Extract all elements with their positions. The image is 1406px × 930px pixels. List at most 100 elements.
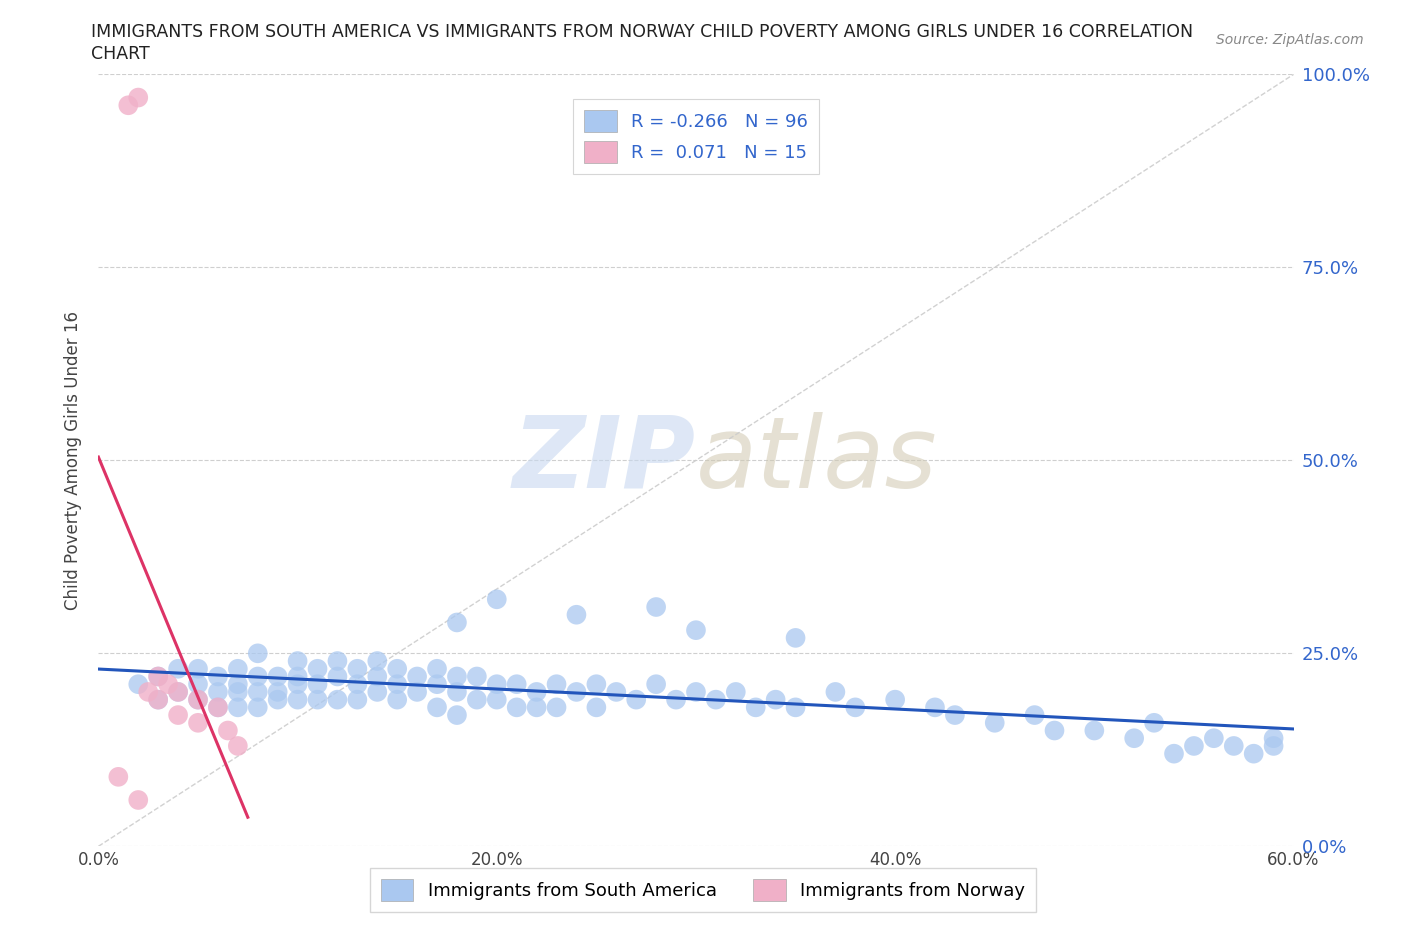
Point bbox=[844, 700, 866, 715]
Point bbox=[127, 677, 149, 692]
Point bbox=[127, 90, 149, 105]
Point bbox=[287, 669, 309, 684]
Point bbox=[1024, 708, 1046, 723]
Point bbox=[148, 692, 170, 707]
Point bbox=[446, 669, 468, 684]
Point bbox=[326, 669, 349, 684]
Point bbox=[943, 708, 966, 723]
Point bbox=[346, 677, 368, 692]
Point bbox=[565, 607, 588, 622]
Text: ZIP: ZIP bbox=[513, 412, 696, 509]
Point bbox=[366, 654, 388, 669]
Point bbox=[246, 700, 269, 715]
Point bbox=[157, 677, 180, 692]
Point bbox=[187, 692, 209, 707]
Point bbox=[1263, 738, 1285, 753]
Point bbox=[526, 684, 548, 699]
Point bbox=[406, 684, 429, 699]
Point bbox=[127, 792, 149, 807]
Y-axis label: Child Poverty Among Girls Under 16: Child Poverty Among Girls Under 16 bbox=[65, 311, 83, 610]
Point bbox=[884, 692, 907, 707]
Point bbox=[267, 692, 290, 707]
Point bbox=[117, 98, 139, 113]
Point bbox=[1143, 715, 1166, 730]
Point bbox=[605, 684, 627, 699]
Point bbox=[724, 684, 747, 699]
Point bbox=[485, 692, 508, 707]
Legend: Immigrants from South America, Immigrants from Norway: Immigrants from South America, Immigrant… bbox=[370, 868, 1036, 911]
Point bbox=[226, 677, 249, 692]
Point bbox=[167, 661, 190, 676]
Text: atlas: atlas bbox=[696, 412, 938, 509]
Point bbox=[346, 661, 368, 676]
Point bbox=[267, 684, 290, 699]
Point bbox=[526, 700, 548, 715]
Point bbox=[207, 700, 229, 715]
Point bbox=[148, 692, 170, 707]
Point bbox=[1123, 731, 1146, 746]
Point bbox=[267, 669, 290, 684]
Point bbox=[307, 677, 329, 692]
Point bbox=[287, 654, 309, 669]
Point bbox=[626, 692, 648, 707]
Point bbox=[246, 646, 269, 661]
Text: CHART: CHART bbox=[91, 45, 150, 62]
Point bbox=[385, 661, 409, 676]
Point bbox=[426, 661, 449, 676]
Point bbox=[226, 661, 249, 676]
Point bbox=[346, 692, 368, 707]
Point bbox=[307, 661, 329, 676]
Point bbox=[385, 692, 409, 707]
Point bbox=[107, 769, 129, 784]
Point bbox=[685, 684, 707, 699]
Point bbox=[366, 669, 388, 684]
Point bbox=[246, 684, 269, 699]
Point bbox=[207, 700, 229, 715]
Point bbox=[485, 677, 508, 692]
Point bbox=[287, 692, 309, 707]
Point bbox=[1243, 746, 1265, 761]
Point bbox=[446, 708, 468, 723]
Point bbox=[426, 700, 449, 715]
Point bbox=[465, 669, 488, 684]
Point bbox=[565, 684, 588, 699]
Point bbox=[446, 684, 468, 699]
Point bbox=[506, 700, 529, 715]
Point bbox=[924, 700, 946, 715]
Point bbox=[546, 700, 568, 715]
Point bbox=[485, 591, 508, 606]
Point bbox=[1182, 738, 1205, 753]
Point bbox=[167, 684, 190, 699]
Point bbox=[217, 724, 239, 738]
Point bbox=[426, 677, 449, 692]
Point bbox=[226, 684, 249, 699]
Point bbox=[406, 669, 429, 684]
Point bbox=[1263, 731, 1285, 746]
Point bbox=[167, 684, 190, 699]
Point bbox=[546, 677, 568, 692]
Point bbox=[207, 684, 229, 699]
Point bbox=[585, 677, 607, 692]
Point bbox=[984, 715, 1007, 730]
Point bbox=[326, 654, 349, 669]
Point bbox=[226, 700, 249, 715]
Point bbox=[148, 669, 170, 684]
Point bbox=[685, 623, 707, 638]
Point bbox=[187, 677, 209, 692]
Text: IMMIGRANTS FROM SOUTH AMERICA VS IMMIGRANTS FROM NORWAY CHILD POVERTY AMONG GIRL: IMMIGRANTS FROM SOUTH AMERICA VS IMMIGRA… bbox=[91, 23, 1194, 41]
Point bbox=[446, 615, 468, 630]
Point bbox=[785, 631, 807, 645]
Point bbox=[645, 677, 668, 692]
Legend: R = -0.266   N = 96, R =  0.071   N = 15: R = -0.266 N = 96, R = 0.071 N = 15 bbox=[574, 99, 818, 174]
Point bbox=[745, 700, 768, 715]
Point bbox=[824, 684, 846, 699]
Point bbox=[307, 692, 329, 707]
Point bbox=[148, 669, 170, 684]
Point bbox=[136, 684, 159, 699]
Text: Source: ZipAtlas.com: Source: ZipAtlas.com bbox=[1216, 33, 1364, 46]
Point bbox=[1083, 724, 1105, 738]
Point bbox=[1202, 731, 1225, 746]
Point bbox=[1223, 738, 1246, 753]
Point bbox=[465, 692, 488, 707]
Point bbox=[187, 692, 209, 707]
